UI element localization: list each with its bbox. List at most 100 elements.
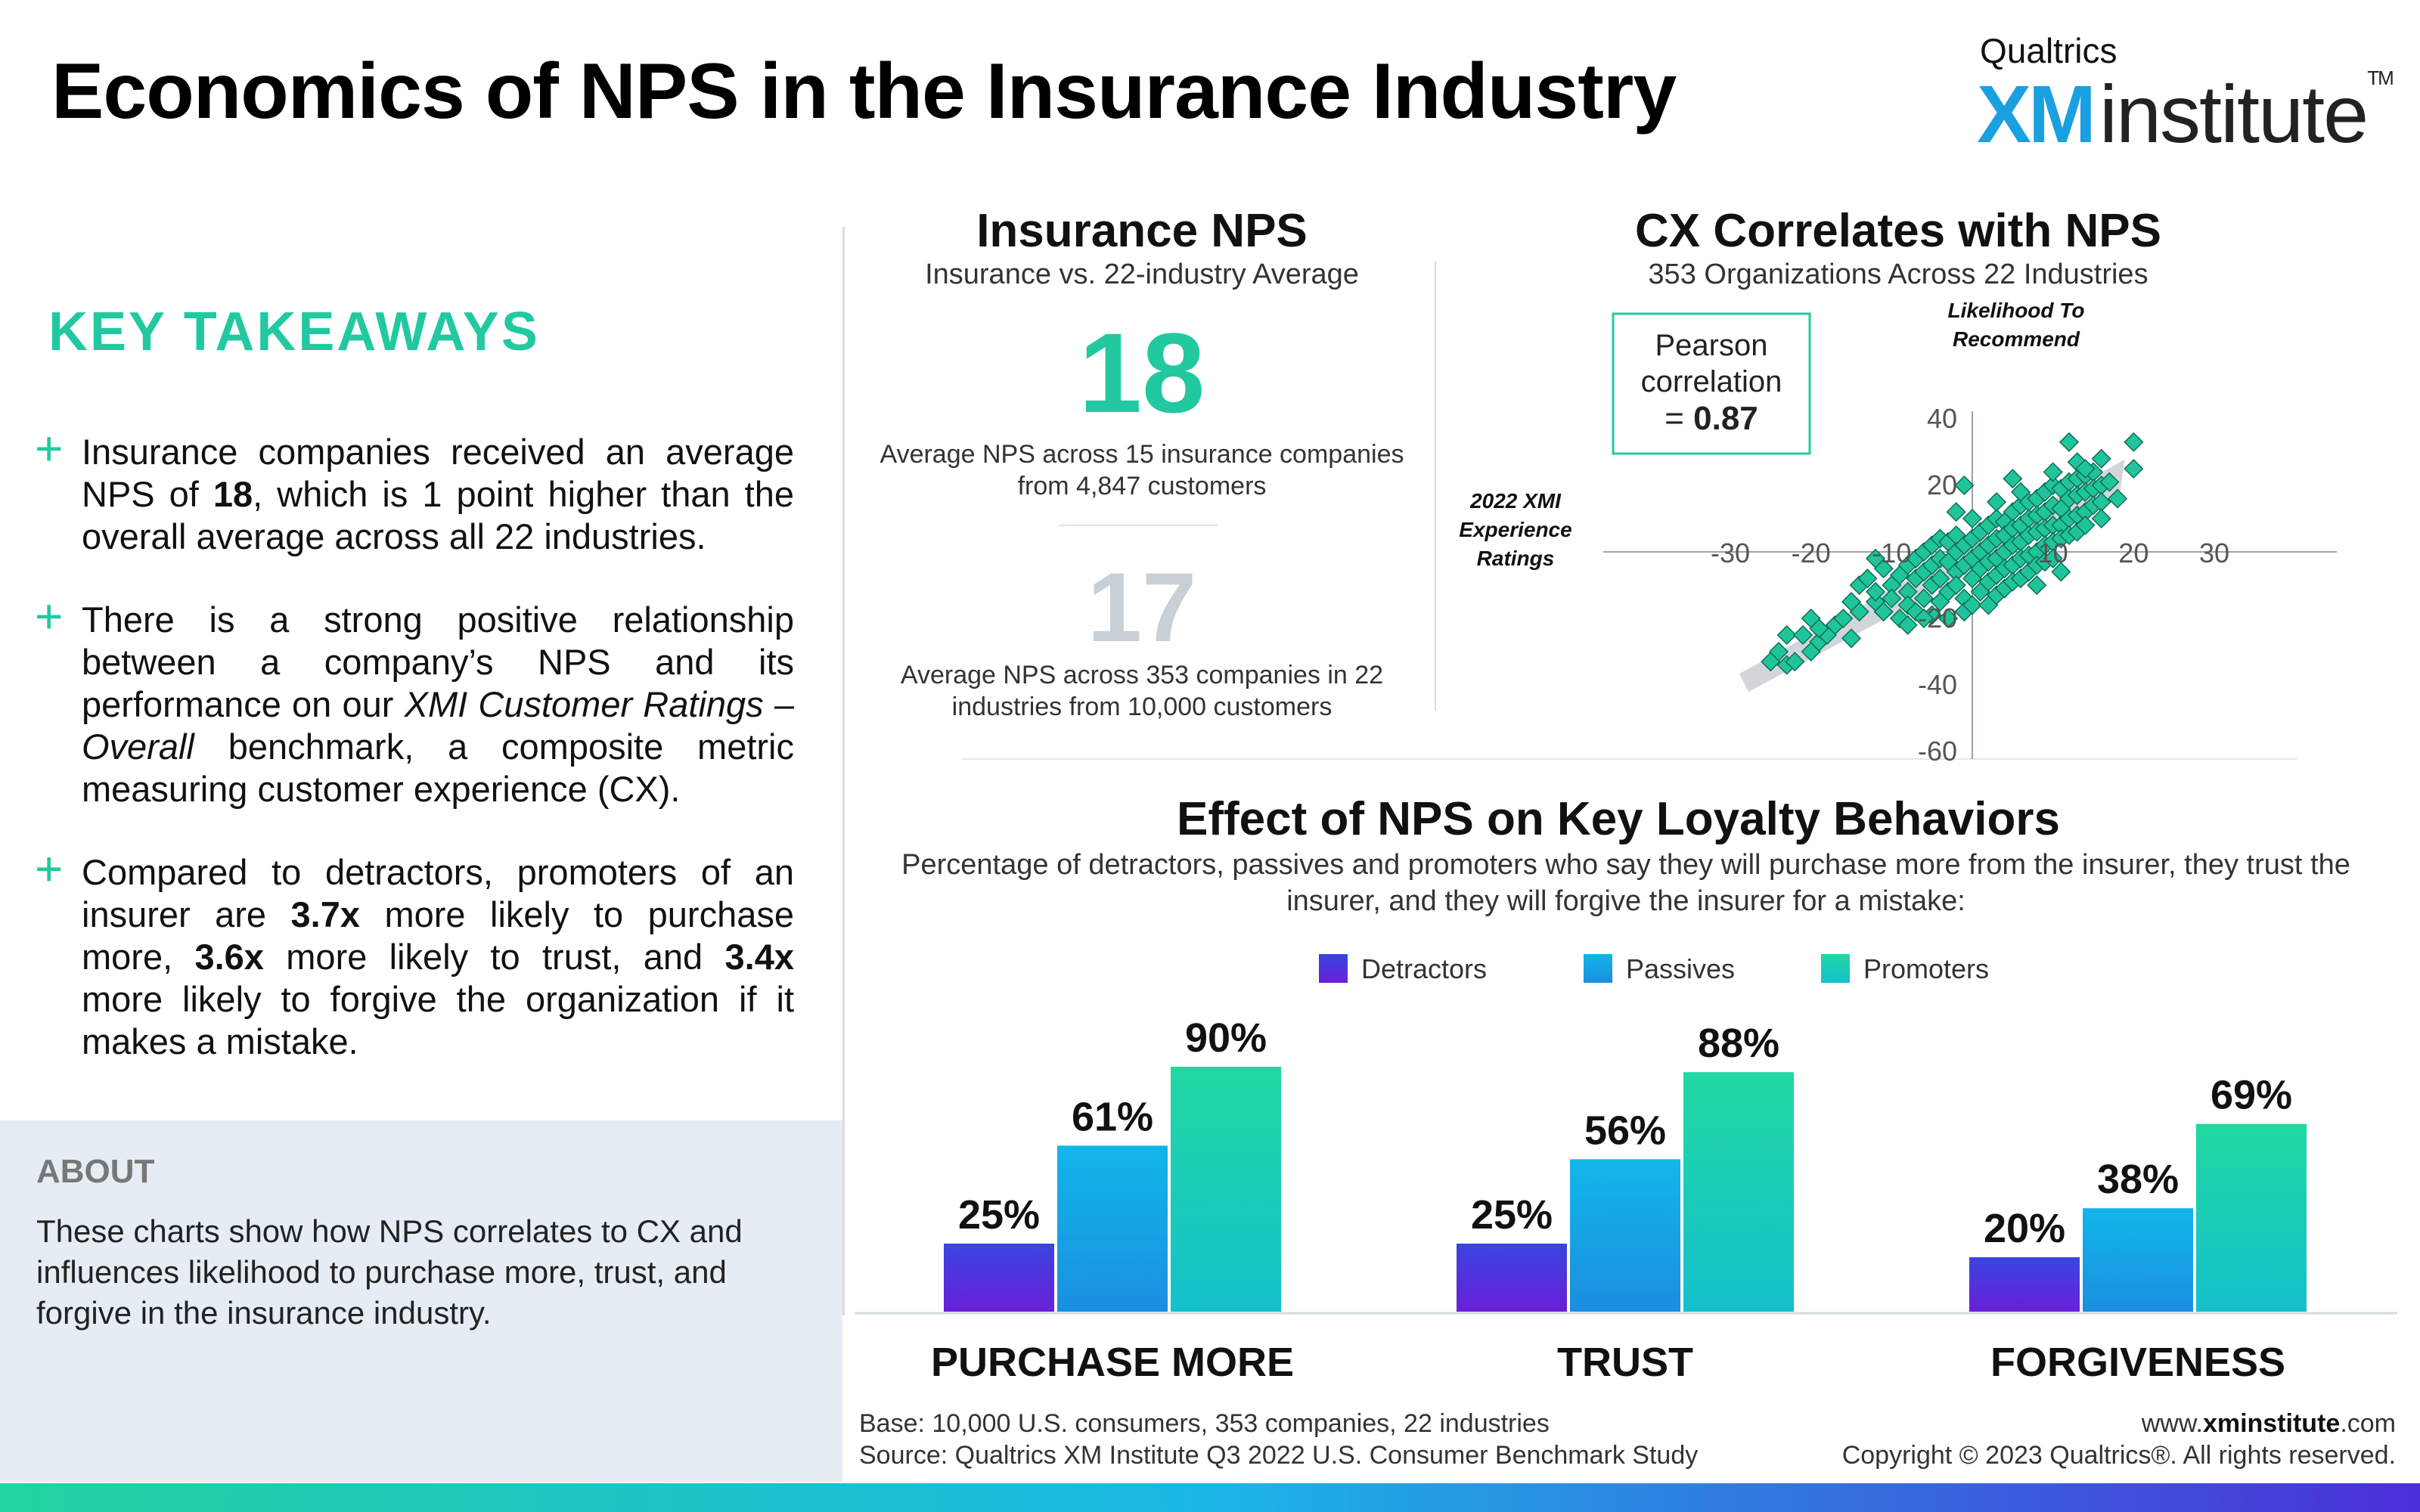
horizontal-divider (962, 758, 2297, 760)
bar-value-label: 88% (1698, 1021, 1779, 1066)
logo-tm: TM (2367, 67, 2394, 89)
bar-marks: 25% 61% 90% PURCHASE MORE 25% 56% 88% TRUST 20% 3… (931, 1015, 2307, 1385)
scatter-point (2003, 469, 2023, 489)
loyalty-bar-chart: Detractors Passives Promoters 25% 61% 90% PUR… (855, 953, 2397, 1385)
scatter-point (1792, 624, 1813, 646)
bar (1457, 1244, 1567, 1312)
footer-source: Source: Qualtrics XM Institute Q3 2022 U… (859, 1441, 1699, 1470)
insurance-nps-desc: Average NPS across 15 insurance companie… (880, 440, 1404, 500)
scatter-title: CX Correlates with NPS (1635, 205, 2161, 257)
bar (944, 1244, 1054, 1312)
scatter-point (2091, 508, 2111, 529)
bar (1171, 1067, 1281, 1312)
key-takeaways-heading: KEY TAKEAWAYS (48, 302, 540, 362)
overall-nps-desc: Average NPS across 353 companies in 22 i… (900, 661, 1384, 721)
scatter-points (1761, 432, 2144, 675)
brand-qualtrics-label: Qualtrics (1980, 31, 2118, 70)
logo-institute-text: instituteTM (2099, 67, 2394, 161)
scatter-point (2099, 472, 2120, 492)
about-heading: ABOUT (36, 1153, 155, 1190)
axis-ticks: -30 -20 -10 10 20 30 40 20 -20 -40 -60 (1711, 403, 2229, 764)
plus-icon: + (35, 421, 64, 476)
x-tick-label: -20 (1792, 538, 1831, 569)
scatter-point (1785, 652, 1805, 672)
bar-value-label: 38% (2097, 1157, 2179, 1202)
y-tick-label: -60 (1918, 736, 1957, 764)
logo-institute-word: institute (2099, 68, 2369, 160)
scatter-point (1962, 508, 1983, 529)
nps-separator (1059, 525, 1218, 526)
scatter-subtitle: 353 Organizations Across 22 Industries (1648, 259, 2149, 290)
scatter-point (1954, 475, 1975, 496)
takeaway-text-1: Insurance companies received an average … (82, 432, 795, 556)
scatter-point (2124, 432, 2144, 452)
legend-label: Promoters (1863, 953, 1989, 984)
scatter-point (1841, 628, 1862, 649)
bar-value-label: 90% (1185, 1015, 1267, 1061)
y-tick-label: 40 (1927, 403, 1957, 434)
scatter-point (1882, 588, 1902, 609)
y-axis-label: Likelihood To Recommend (1948, 299, 2085, 351)
y-tick-label: -20 (1918, 603, 1957, 634)
scatter-chart: Pearson correlation = 0.87 Likelihood To… (1459, 299, 2337, 764)
scatter-point (1938, 608, 1959, 629)
x-axis-label-line: 2022 XMI (1469, 489, 1562, 513)
footer-right: www.xminstitute.com Copyright © 2023 Qua… (1709, 1408, 2396, 1471)
plus-icon: + (35, 841, 64, 896)
footer-base: Base: 10,000 U.S. consumers, 353 compani… (859, 1409, 1550, 1438)
scatter-point (2107, 488, 2128, 509)
takeaway-text-2: There is a strong positive relationship … (82, 600, 794, 809)
scatter-point (2043, 462, 2063, 482)
about-panel (0, 1120, 842, 1482)
bar-value-label: 69% (2211, 1073, 2292, 1118)
x-axis-label-line: Experience (1459, 518, 1571, 541)
takeaway-text-3: Compared to detractors, promoters of an … (82, 852, 794, 1061)
scatter-point (1913, 608, 1934, 629)
bar (2083, 1208, 2193, 1312)
scatter-point (1841, 591, 1862, 612)
logo-xm-text: XM (1977, 68, 2096, 160)
category-label: FORGIVENESS (1990, 1340, 2285, 1385)
bar (1057, 1145, 1168, 1312)
scatter-point (1897, 615, 1918, 635)
scatter-point (2027, 575, 2047, 596)
legend-label: Detractors (1361, 953, 1487, 984)
scatter-point (1857, 569, 1878, 589)
scatter-point (1930, 569, 1950, 589)
scatter-point (2075, 515, 2096, 535)
scatter-point (2043, 548, 2063, 569)
scatter-point (2010, 482, 2031, 502)
category-label: PURCHASE MORE (931, 1340, 1294, 1385)
bar (2196, 1123, 2307, 1312)
y-tick-label: -40 (1918, 669, 1957, 700)
footer-url[interactable]: www.xminstitute.com (2141, 1409, 2396, 1438)
left-divider (842, 227, 845, 1315)
scatter-point (2091, 448, 2111, 469)
scatter-point (1865, 548, 1886, 569)
scatter-point (2059, 432, 2080, 452)
x-tick-label: 30 (2199, 538, 2229, 569)
bottom-gradient-bar (0, 1483, 2420, 1512)
scatter-point (2124, 458, 2144, 479)
chart-legend: Detractors Passives Promoters (1319, 953, 1989, 984)
pearson-line-3: = 0.87 (1665, 400, 1758, 437)
bar-value-label: 25% (1471, 1192, 1553, 1238)
x-axis-label-line: Ratings (1477, 547, 1555, 570)
scatter-point (1986, 491, 2007, 513)
bar-chart-title: Effect of NPS on Key Loyalty Behaviors (1177, 793, 2060, 845)
legend-swatch (1821, 954, 1850, 983)
pearson-line-2: correlation (1641, 365, 1782, 398)
y-axis-label-line: Recommend (1953, 327, 2080, 351)
bar (1570, 1159, 1680, 1312)
insurance-nps-value: 18 (1078, 309, 1205, 436)
bar-value-label: 20% (1984, 1206, 2065, 1251)
x-tick-label: 20 (2118, 538, 2149, 569)
legend-swatch (1319, 954, 1348, 983)
pearson-line-1: Pearson (1655, 329, 1768, 362)
x-tick-label: 10 (2038, 538, 2068, 569)
footer-copyright: Copyright © 2023 Qualtrics®. All rights … (1841, 1441, 2396, 1470)
scatter-point (2051, 562, 2071, 582)
pearson-box (1612, 312, 1811, 455)
nps-subtitle: Insurance vs. 22-industry Average (925, 259, 1359, 290)
x-tick-label: -30 (1711, 538, 1750, 569)
